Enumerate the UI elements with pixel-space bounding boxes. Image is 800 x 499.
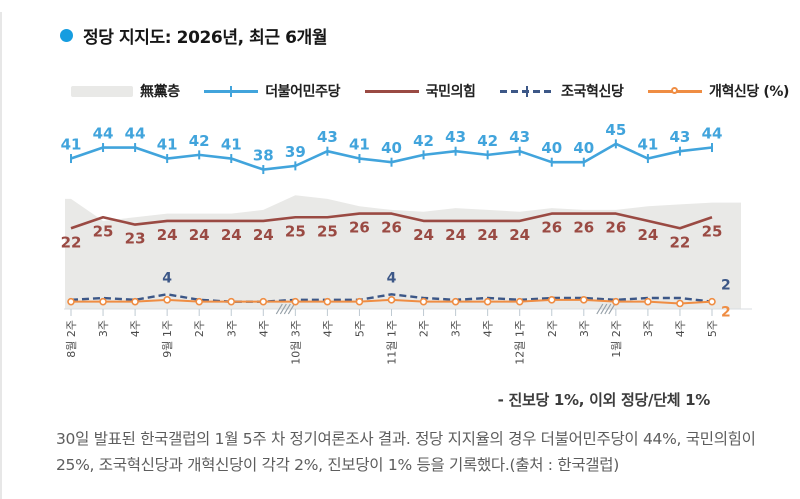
legend-label: 개혁신당 (%) — [708, 84, 789, 100]
svg-text:41: 41 — [157, 136, 178, 154]
svg-text:44: 44 — [702, 125, 723, 143]
svg-text:24: 24 — [221, 226, 242, 244]
legend-label: 無黨층 — [140, 84, 180, 100]
svg-text:42: 42 — [477, 132, 498, 150]
chart-title-row: 정당 지지도: 2026년, 최근 6개월 — [60, 23, 327, 48]
svg-text:2주: 2주 — [193, 320, 206, 337]
chart-canvas: 8월 2주 3주 4주 9월 1주 2주 3주 4주 10월 3주 4주 5주 11월 1주 2주 3주… — [61, 121, 752, 365]
area-swatch-icon — [71, 85, 133, 97]
svg-text:22: 22 — [670, 233, 691, 251]
page-title: 정당 지지도: 2026년, 최근 6개월 — [83, 28, 328, 48]
svg-text:5주: 5주 — [353, 320, 366, 337]
svg-text:25: 25 — [285, 222, 306, 240]
svg-text:4주: 4주 — [321, 320, 334, 337]
svg-text:24: 24 — [637, 226, 658, 244]
legend-item-ppp: 국민의힘 — [364, 81, 476, 101]
svg-text:4주: 4주 — [257, 320, 270, 337]
svg-text:26: 26 — [541, 219, 562, 237]
svg-text:24: 24 — [445, 226, 466, 244]
svg-text:40: 40 — [573, 139, 594, 157]
svg-text:2주: 2주 — [546, 320, 559, 337]
svg-text:25: 25 — [702, 222, 723, 240]
svg-text:41: 41 — [349, 136, 370, 154]
svg-text:26: 26 — [573, 219, 594, 237]
article-caption: 30일 발표된 한국갤럽의 1월 5주 차 정기여론조사 결과. 정당 지지율의… — [56, 430, 756, 475]
legend-item-gaehyuk: 개혁신당 (%) — [647, 81, 789, 101]
legend-item-mudang: 無黨층 — [71, 81, 180, 101]
svg-text:42: 42 — [189, 132, 210, 150]
svg-text:24: 24 — [253, 226, 274, 244]
svg-text:12월 1주: 12월 1주 — [514, 320, 527, 365]
svg-text:4주: 4주 — [674, 320, 687, 337]
svg-text:2주: 2주 — [418, 320, 431, 337]
dashed-swatch-icon — [500, 85, 555, 97]
series-조국혁신당: 4 4 2 — [70, 270, 731, 303]
svg-text:43: 43 — [317, 128, 338, 146]
legend-item-jokuk: 조국혁신당 — [500, 81, 624, 101]
svg-text:41: 41 — [637, 136, 658, 154]
footnote-other-parties: - 진보당 1%, 이외 정당/단체 1% — [497, 391, 711, 409]
svg-text:43: 43 — [445, 128, 466, 146]
chart-legend: 無黨층 더불어민주당 국민의힘 조국혁신당 개혁신당 (%) — [71, 81, 789, 101]
series-국민의힘: 22 25 23 24 24 24 24 25 25 26 26 24 24 24 24 26 26 26 24 22… — [61, 212, 723, 251]
line-swatch-icon — [364, 89, 419, 93]
svg-text:43: 43 — [509, 128, 530, 146]
svg-text:3주: 3주 — [450, 320, 463, 337]
support-trend-chart: 8월 2주 3주 4주 9월 1주 2주 3주 4주 10월 3주 4주 5주 11월 1주 2주 3주… — [52, 113, 800, 389]
svg-text:2: 2 — [721, 278, 731, 294]
svg-text:26: 26 — [349, 219, 370, 237]
svg-text:24: 24 — [189, 226, 210, 244]
svg-text:42: 42 — [413, 132, 434, 150]
svg-text:3주: 3주 — [97, 320, 110, 337]
svg-text:44: 44 — [125, 125, 146, 143]
area-mudang — [65, 195, 741, 309]
svg-text:24: 24 — [413, 226, 434, 244]
series-개혁신당: 2 — [67, 296, 731, 321]
svg-text:24: 24 — [509, 226, 530, 244]
svg-text:9월 1주: 9월 1주 — [161, 320, 174, 358]
svg-text:2: 2 — [721, 305, 731, 321]
svg-text:3주: 3주 — [578, 320, 591, 337]
legend-label: 조국혁신당 — [561, 84, 624, 100]
svg-text:40: 40 — [381, 139, 402, 157]
svg-text:25: 25 — [317, 222, 338, 240]
page-left-rule — [0, 12, 2, 499]
legend-label: 더불어민주당 — [265, 84, 341, 100]
svg-text:22: 22 — [61, 233, 82, 251]
svg-text:11월 1주: 11월 1주 — [386, 320, 399, 365]
svg-text:4: 4 — [162, 270, 172, 286]
svg-text:5주: 5주 — [706, 320, 719, 337]
legend-label: 국민의힘 — [425, 84, 476, 100]
svg-text:3주: 3주 — [225, 320, 238, 337]
svg-text:8월 2주: 8월 2주 — [65, 320, 78, 358]
svg-text:4: 4 — [387, 270, 397, 286]
svg-text:41: 41 — [221, 136, 242, 154]
svg-text:25: 25 — [93, 222, 114, 240]
legend-item-minjoo: 더불어민주당 — [204, 81, 340, 101]
svg-text:45: 45 — [605, 121, 626, 139]
bullet-icon — [60, 29, 73, 42]
svg-text:26: 26 — [381, 219, 402, 237]
svg-text:3주: 3주 — [642, 320, 655, 337]
svg-text:23: 23 — [125, 230, 146, 248]
svg-text:43: 43 — [670, 128, 691, 146]
svg-text:10월 3주: 10월 3주 — [289, 320, 302, 365]
svg-text:24: 24 — [157, 226, 178, 244]
svg-text:24: 24 — [477, 226, 498, 244]
svg-text:40: 40 — [541, 139, 562, 157]
svg-text:39: 39 — [285, 143, 306, 161]
svg-text:1월 2주: 1월 2주 — [610, 320, 623, 358]
line-tick-swatch-icon — [204, 85, 259, 97]
svg-text:4주: 4주 — [129, 320, 142, 337]
svg-text:41: 41 — [61, 136, 82, 154]
line-circle-swatch-icon — [647, 86, 702, 94]
svg-text:38: 38 — [253, 147, 274, 165]
svg-text:26: 26 — [605, 219, 626, 237]
series-더불어민주당: 41 44 44 41 42 41 38 39 43 41 40 42 43 42 43 40 40 45 41 43… — [61, 121, 723, 175]
svg-text:4주: 4주 — [482, 320, 495, 337]
svg-text:44: 44 — [93, 125, 114, 143]
